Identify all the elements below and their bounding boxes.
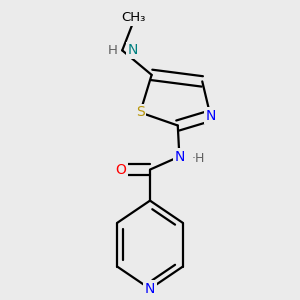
Text: N: N (145, 282, 155, 296)
Text: N: N (205, 109, 216, 123)
Text: H: H (107, 44, 117, 57)
Text: CH₃: CH₃ (122, 11, 146, 24)
Text: O: O (115, 163, 126, 177)
Text: ·H: ·H (192, 152, 205, 165)
Text: N: N (174, 149, 184, 164)
Text: N: N (128, 44, 139, 57)
Text: S: S (136, 105, 145, 119)
